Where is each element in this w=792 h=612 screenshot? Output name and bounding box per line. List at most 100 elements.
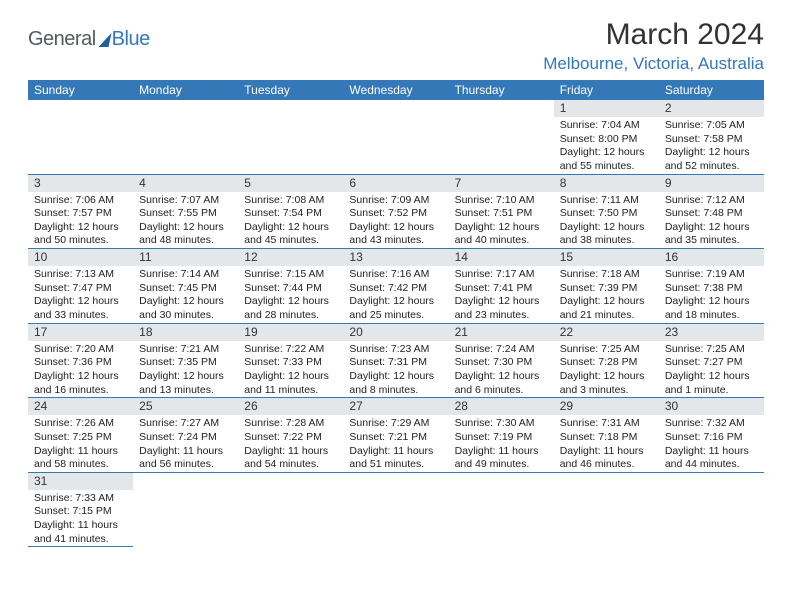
day-info: Sunrise: 7:07 AMSunset: 7:55 PMDaylight:…	[133, 192, 238, 249]
day-info: Sunrise: 7:24 AMSunset: 7:30 PMDaylight:…	[449, 341, 554, 398]
day-number: 11	[133, 249, 238, 266]
daylight-line: Daylight: 12 hours and 1 minute.	[665, 370, 758, 397]
sunset-line: Sunset: 7:21 PM	[349, 431, 442, 445]
calendar-cell: 1Sunrise: 7:04 AMSunset: 8:00 PMDaylight…	[554, 100, 659, 174]
calendar-cell: 13Sunrise: 7:16 AMSunset: 7:42 PMDayligh…	[343, 249, 448, 324]
day-number: 6	[343, 175, 448, 192]
daylight-line: Daylight: 11 hours and 46 minutes.	[560, 445, 653, 472]
calendar-cell: 9Sunrise: 7:12 AMSunset: 7:48 PMDaylight…	[659, 174, 764, 249]
day-header-wednesday: Wednesday	[343, 80, 448, 100]
sunrise-line: Sunrise: 7:16 AM	[349, 268, 442, 282]
sunrise-line: Sunrise: 7:25 AM	[560, 343, 653, 357]
calendar-cell: 15Sunrise: 7:18 AMSunset: 7:39 PMDayligh…	[554, 249, 659, 324]
day-info: Sunrise: 7:04 AMSunset: 8:00 PMDaylight:…	[554, 117, 659, 174]
day-info: Sunrise: 7:05 AMSunset: 7:58 PMDaylight:…	[659, 117, 764, 174]
sunrise-line: Sunrise: 7:23 AM	[349, 343, 442, 357]
day-info: Sunrise: 7:30 AMSunset: 7:19 PMDaylight:…	[449, 415, 554, 472]
day-header-friday: Friday	[554, 80, 659, 100]
sunset-line: Sunset: 7:52 PM	[349, 207, 442, 221]
calendar-cell: 17Sunrise: 7:20 AMSunset: 7:36 PMDayligh…	[28, 323, 133, 398]
calendar-week-row: 31Sunrise: 7:33 AMSunset: 7:15 PMDayligh…	[28, 472, 764, 547]
day-info: Sunrise: 7:13 AMSunset: 7:47 PMDaylight:…	[28, 266, 133, 323]
day-info: Sunrise: 7:10 AMSunset: 7:51 PMDaylight:…	[449, 192, 554, 249]
day-header-saturday: Saturday	[659, 80, 764, 100]
sunrise-line: Sunrise: 7:09 AM	[349, 194, 442, 208]
day-info: Sunrise: 7:22 AMSunset: 7:33 PMDaylight:…	[238, 341, 343, 398]
day-number: 25	[133, 398, 238, 415]
day-number: 12	[238, 249, 343, 266]
calendar-cell	[133, 100, 238, 174]
day-info: Sunrise: 7:28 AMSunset: 7:22 PMDaylight:…	[238, 415, 343, 472]
day-number: 3	[28, 175, 133, 192]
calendar-cell: 12Sunrise: 7:15 AMSunset: 7:44 PMDayligh…	[238, 249, 343, 324]
sunrise-line: Sunrise: 7:32 AM	[665, 417, 758, 431]
sunrise-line: Sunrise: 7:04 AM	[560, 119, 653, 133]
sunrise-line: Sunrise: 7:14 AM	[139, 268, 232, 282]
calendar-cell: 4Sunrise: 7:07 AMSunset: 7:55 PMDaylight…	[133, 174, 238, 249]
calendar-cell: 14Sunrise: 7:17 AMSunset: 7:41 PMDayligh…	[449, 249, 554, 324]
logo-text-general: General	[28, 28, 96, 51]
daylight-line: Daylight: 12 hours and 30 minutes.	[139, 295, 232, 322]
calendar-cell	[238, 100, 343, 174]
logo: General Blue	[28, 28, 150, 51]
calendar-cell: 25Sunrise: 7:27 AMSunset: 7:24 PMDayligh…	[133, 398, 238, 473]
sunrise-line: Sunrise: 7:13 AM	[34, 268, 127, 282]
day-number: 10	[28, 249, 133, 266]
sunset-line: Sunset: 7:39 PM	[560, 282, 653, 296]
calendar-cell: 19Sunrise: 7:22 AMSunset: 7:33 PMDayligh…	[238, 323, 343, 398]
sunrise-line: Sunrise: 7:11 AM	[560, 194, 653, 208]
calendar-cell: 8Sunrise: 7:11 AMSunset: 7:50 PMDaylight…	[554, 174, 659, 249]
day-number: 23	[659, 324, 764, 341]
daylight-line: Daylight: 12 hours and 35 minutes.	[665, 221, 758, 248]
sunset-line: Sunset: 7:25 PM	[34, 431, 127, 445]
day-info: Sunrise: 7:19 AMSunset: 7:38 PMDaylight:…	[659, 266, 764, 323]
calendar-cell: 20Sunrise: 7:23 AMSunset: 7:31 PMDayligh…	[343, 323, 448, 398]
daylight-line: Daylight: 12 hours and 28 minutes.	[244, 295, 337, 322]
calendar-cell: 11 Sunrise: 7:14 AMSunset: 7:45 PMDayligh…	[133, 249, 238, 324]
day-number: 31	[28, 473, 133, 490]
sunset-line: Sunset: 7:45 PM	[139, 282, 232, 296]
logo-text-blue: Blue	[112, 28, 150, 51]
day-info: Sunrise: 7:25 AMSunset: 7:27 PMDaylight:…	[659, 341, 764, 398]
calendar-table: SundayMondayTuesdayWednesdayThursdayFrid…	[28, 80, 764, 547]
sunset-line: Sunset: 7:44 PM	[244, 282, 337, 296]
location-title: Melbourne, Victoria, Australia	[543, 54, 764, 74]
day-number: 22	[554, 324, 659, 341]
daylight-line: Daylight: 12 hours and 21 minutes.	[560, 295, 653, 322]
day-number: 1	[554, 100, 659, 117]
day-header-tuesday: Tuesday	[238, 80, 343, 100]
sunrise-line: Sunrise: 7:06 AM	[34, 194, 127, 208]
daylight-line: Daylight: 11 hours and 58 minutes.	[34, 445, 127, 472]
day-info: Sunrise: 7:20 AMSunset: 7:36 PMDaylight:…	[28, 341, 133, 398]
sunset-line: Sunset: 7:50 PM	[560, 207, 653, 221]
daylight-line: Daylight: 12 hours and 33 minutes.	[34, 295, 127, 322]
daylight-line: Daylight: 12 hours and 6 minutes.	[455, 370, 548, 397]
day-number: 15	[554, 249, 659, 266]
day-header-sunday: Sunday	[28, 80, 133, 100]
sunset-line: Sunset: 7:51 PM	[455, 207, 548, 221]
daylight-line: Daylight: 12 hours and 8 minutes.	[349, 370, 442, 397]
day-info: Sunrise: 7:29 AMSunset: 7:21 PMDaylight:…	[343, 415, 448, 472]
calendar-cell: 29Sunrise: 7:31 AMSunset: 7:18 PMDayligh…	[554, 398, 659, 473]
day-header-monday: Monday	[133, 80, 238, 100]
daylight-line: Daylight: 11 hours and 54 minutes.	[244, 445, 337, 472]
calendar-cell	[449, 100, 554, 174]
day-info: Sunrise: 7:33 AMSunset: 7:15 PMDaylight:…	[28, 490, 133, 547]
daylight-line: Daylight: 12 hours and 18 minutes.	[665, 295, 758, 322]
calendar-cell	[238, 472, 343, 547]
day-info: Sunrise: 7:21 AMSunset: 7:35 PMDaylight:…	[133, 341, 238, 398]
day-info: Sunrise: 7:18 AMSunset: 7:39 PMDaylight:…	[554, 266, 659, 323]
day-number: 7	[449, 175, 554, 192]
sunset-line: Sunset: 7:31 PM	[349, 356, 442, 370]
calendar-cell: 5Sunrise: 7:08 AMSunset: 7:54 PMDaylight…	[238, 174, 343, 249]
calendar-cell: 26Sunrise: 7:28 AMSunset: 7:22 PMDayligh…	[238, 398, 343, 473]
daylight-line: Daylight: 11 hours and 44 minutes.	[665, 445, 758, 472]
calendar-cell: 22Sunrise: 7:25 AMSunset: 7:28 PMDayligh…	[554, 323, 659, 398]
day-number: 16	[659, 249, 764, 266]
calendar-cell: 3Sunrise: 7:06 AMSunset: 7:57 PMDaylight…	[28, 174, 133, 249]
title-block: March 2024 Melbourne, Victoria, Australi…	[543, 18, 764, 74]
day-number: 20	[343, 324, 448, 341]
day-number: 19	[238, 324, 343, 341]
day-info: Sunrise: 7:23 AMSunset: 7:31 PMDaylight:…	[343, 341, 448, 398]
sunset-line: Sunset: 8:00 PM	[560, 133, 653, 147]
